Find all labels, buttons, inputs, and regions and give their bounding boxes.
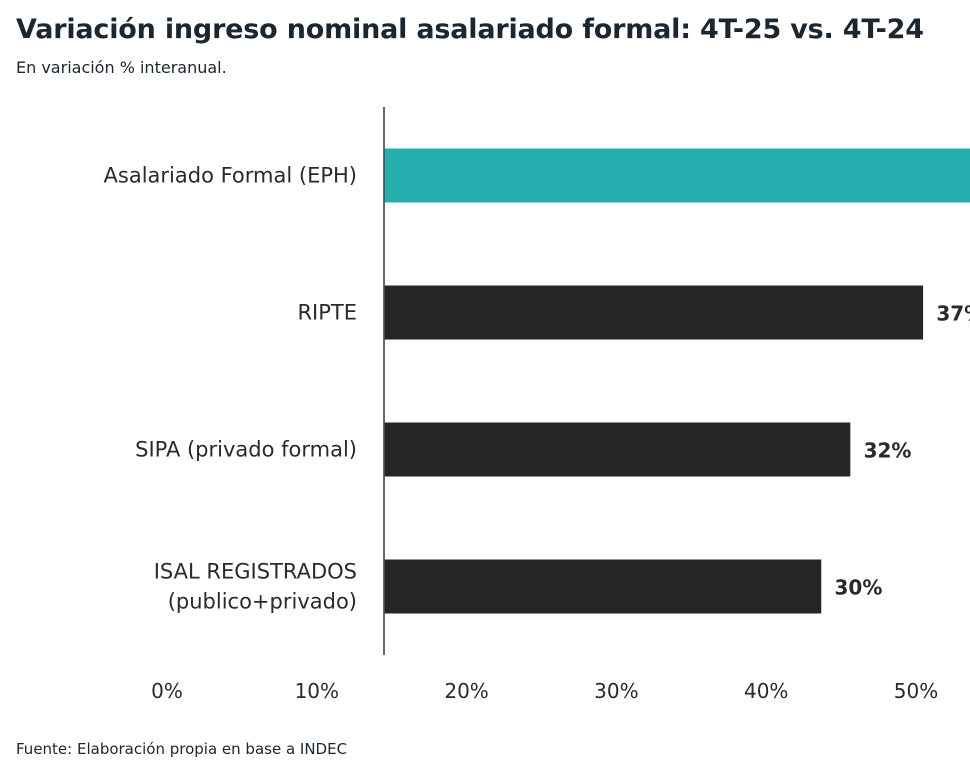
x-tick-label: 0% <box>151 679 183 703</box>
category-label: ISAL REGISTRADOS <box>154 560 357 584</box>
category-label: SIPA (privado formal) <box>135 438 357 462</box>
x-tick-label: 40% <box>744 679 788 703</box>
chart-title: Variación ingreso nominal asalariado for… <box>16 14 924 45</box>
x-axis-ticks: 0% 10% 20% 30% 40% 50% <box>151 679 938 703</box>
bar <box>384 422 851 477</box>
category-label: Asalariado Formal (EPH) <box>104 164 357 188</box>
bars <box>384 148 970 614</box>
x-tick-label: 50% <box>894 679 938 703</box>
bar <box>384 559 822 614</box>
x-tick-label: 30% <box>594 679 638 703</box>
chart-subtitle: En variación % interanual. <box>16 58 227 77</box>
bar <box>384 285 924 340</box>
category-labels: Asalariado Formal (EPH) RIPTE SIPA (privad… <box>104 164 357 614</box>
x-tick-label: 10% <box>295 679 339 703</box>
value-label: 32% <box>864 439 912 463</box>
source-note: Fuente: Elaboración propia en base a IND… <box>16 740 348 758</box>
x-tick-label: 20% <box>444 679 488 703</box>
value-label: 37% <box>936 302 970 326</box>
category-label: (publico+privado) <box>168 590 357 614</box>
value-label: 30% <box>835 576 883 600</box>
value-labels: 43%37%32%30% <box>835 302 970 600</box>
category-label: RIPTE <box>297 301 357 325</box>
bar <box>384 148 970 203</box>
